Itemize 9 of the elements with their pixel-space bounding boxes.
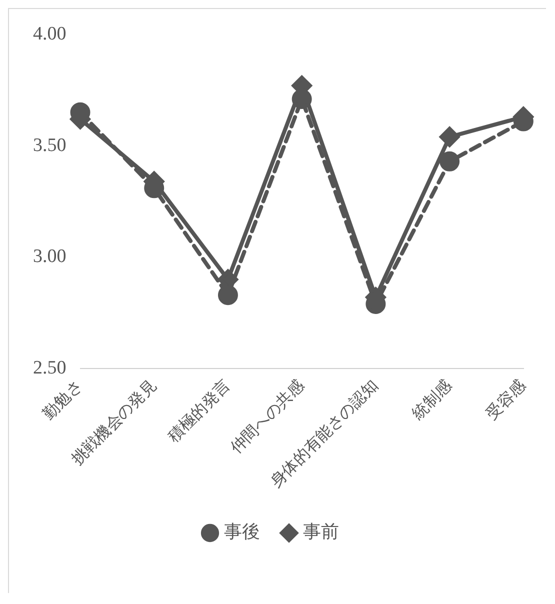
legend-label: 事前 <box>303 522 339 542</box>
x-tick-label: 受容感 <box>482 376 530 424</box>
y-tick-label: 3.00 <box>33 246 66 268</box>
y-tick-label: 4.00 <box>33 23 66 44</box>
y-tick-label: 3.50 <box>33 134 66 156</box>
x-tick-label: 統制感 <box>408 376 456 424</box>
x-tick-label: 勤勉さ <box>39 376 86 424</box>
y-tick-label: 2.50 <box>33 358 66 379</box>
legend-label: 事後 <box>224 522 260 542</box>
